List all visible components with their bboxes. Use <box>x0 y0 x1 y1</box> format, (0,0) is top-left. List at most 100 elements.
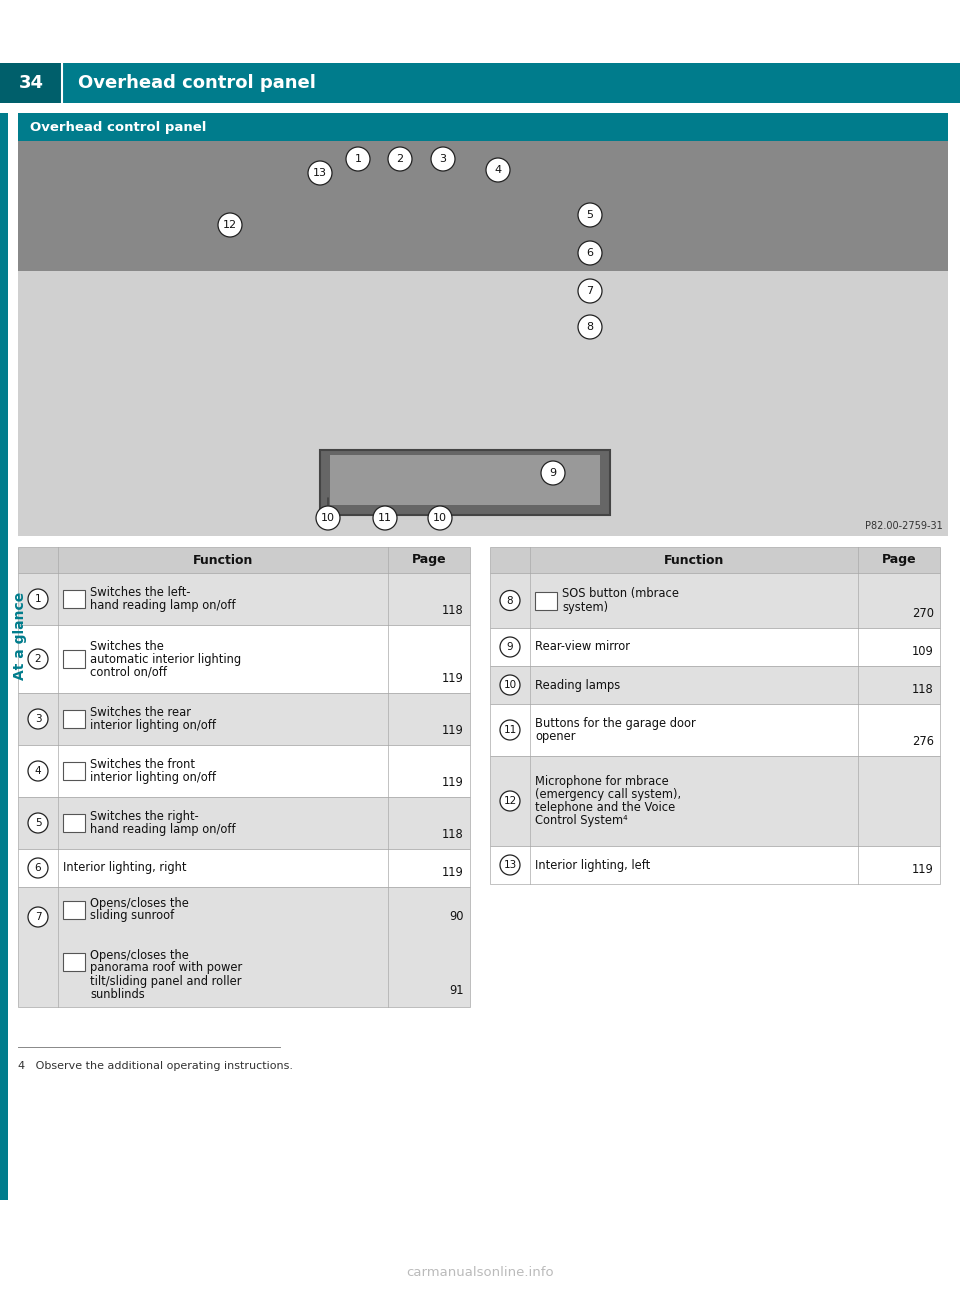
Text: 1: 1 <box>354 154 362 164</box>
Circle shape <box>500 674 520 695</box>
Text: Page: Page <box>412 553 446 566</box>
Bar <box>0 62 62 103</box>
Text: hand reading lamp on/off: hand reading lamp on/off <box>90 823 235 836</box>
Text: automatic interior lighting: automatic interior lighting <box>90 652 241 665</box>
Text: 6: 6 <box>35 863 41 874</box>
Bar <box>18 887 470 1006</box>
Text: 12: 12 <box>503 796 516 806</box>
Text: carmanualsonline.info: carmanualsonline.info <box>406 1266 554 1279</box>
Circle shape <box>28 812 48 833</box>
Text: 3: 3 <box>35 713 41 724</box>
Bar <box>63 650 85 668</box>
Text: 119: 119 <box>443 724 464 737</box>
Bar <box>18 625 470 693</box>
Circle shape <box>316 506 340 530</box>
Text: 10: 10 <box>503 680 516 690</box>
Bar <box>63 953 85 971</box>
Text: 4: 4 <box>494 165 501 174</box>
Text: Overhead control panel: Overhead control panel <box>78 74 316 92</box>
Text: Rear-view mirror: Rear-view mirror <box>535 641 630 654</box>
Text: Function: Function <box>663 553 724 566</box>
Text: 12: 12 <box>223 220 237 230</box>
Text: 270: 270 <box>912 607 934 620</box>
Circle shape <box>28 858 48 878</box>
Bar <box>63 710 85 728</box>
Circle shape <box>28 648 48 669</box>
Text: 119: 119 <box>443 776 464 789</box>
Text: 9: 9 <box>549 467 557 478</box>
Text: hand reading lamp on/off: hand reading lamp on/off <box>90 599 235 612</box>
Circle shape <box>578 241 602 266</box>
Text: Interior lighting, left: Interior lighting, left <box>535 858 650 871</box>
Text: 5: 5 <box>587 210 593 220</box>
Circle shape <box>346 147 370 171</box>
Bar <box>490 547 940 573</box>
Text: 34: 34 <box>18 74 43 92</box>
Text: 118: 118 <box>443 828 464 841</box>
Bar <box>18 547 470 573</box>
Text: Buttons for the garage door: Buttons for the garage door <box>535 717 696 730</box>
Text: 10: 10 <box>321 513 335 523</box>
Text: panorama roof with power: panorama roof with power <box>90 961 242 974</box>
Text: 7: 7 <box>587 286 593 296</box>
Bar <box>490 667 940 704</box>
Text: 119: 119 <box>912 863 934 876</box>
Text: 2: 2 <box>35 654 41 664</box>
Bar <box>0 113 8 1200</box>
Bar <box>18 141 948 271</box>
Text: (emergency call system),: (emergency call system), <box>535 788 682 801</box>
Bar <box>330 454 600 505</box>
Bar <box>490 573 940 628</box>
Text: system): system) <box>562 600 608 613</box>
Bar <box>490 628 940 667</box>
Bar <box>18 113 948 141</box>
Bar <box>63 814 85 832</box>
Text: 8: 8 <box>507 595 514 605</box>
Text: Control System⁴: Control System⁴ <box>535 814 628 827</box>
Text: sunblinds: sunblinds <box>90 987 145 1000</box>
Bar <box>18 849 470 887</box>
Text: 11: 11 <box>378 513 392 523</box>
Circle shape <box>578 315 602 339</box>
Text: Interior lighting, right: Interior lighting, right <box>63 862 186 875</box>
Bar <box>18 141 948 536</box>
Text: Switches the: Switches the <box>90 639 164 652</box>
Text: 119: 119 <box>443 866 464 879</box>
Circle shape <box>218 214 242 237</box>
Bar <box>320 450 610 516</box>
Text: Reading lamps: Reading lamps <box>535 678 620 691</box>
Text: sliding sunroof: sliding sunroof <box>90 910 175 923</box>
Circle shape <box>431 147 455 171</box>
Text: 11: 11 <box>503 725 516 736</box>
Text: Switches the rear: Switches the rear <box>90 706 191 719</box>
Text: 118: 118 <box>443 604 464 617</box>
Bar <box>0 62 960 103</box>
Text: 109: 109 <box>912 644 934 658</box>
Bar <box>63 901 85 919</box>
Circle shape <box>28 710 48 729</box>
Text: Microphone for mbrace: Microphone for mbrace <box>535 775 669 788</box>
Bar <box>63 590 85 608</box>
Bar <box>490 704 940 756</box>
Text: 91: 91 <box>449 984 464 997</box>
Circle shape <box>486 158 510 182</box>
Circle shape <box>500 792 520 811</box>
Text: 90: 90 <box>449 910 464 923</box>
Text: SOS button (mbrace: SOS button (mbrace <box>562 587 679 600</box>
Circle shape <box>28 760 48 781</box>
Text: Overhead control panel: Overhead control panel <box>30 121 206 134</box>
Text: 7: 7 <box>35 911 41 922</box>
Circle shape <box>428 506 452 530</box>
Bar <box>490 846 940 884</box>
Circle shape <box>578 279 602 303</box>
Text: interior lighting on/off: interior lighting on/off <box>90 771 216 784</box>
Text: 276: 276 <box>912 736 934 749</box>
Text: Switches the right-: Switches the right- <box>90 810 199 823</box>
Bar <box>490 756 940 846</box>
Bar <box>18 797 470 849</box>
Text: Page: Page <box>881 553 916 566</box>
Bar <box>18 573 470 625</box>
Circle shape <box>500 720 520 740</box>
Bar <box>535 591 557 609</box>
Text: At a glance: At a glance <box>13 592 27 680</box>
